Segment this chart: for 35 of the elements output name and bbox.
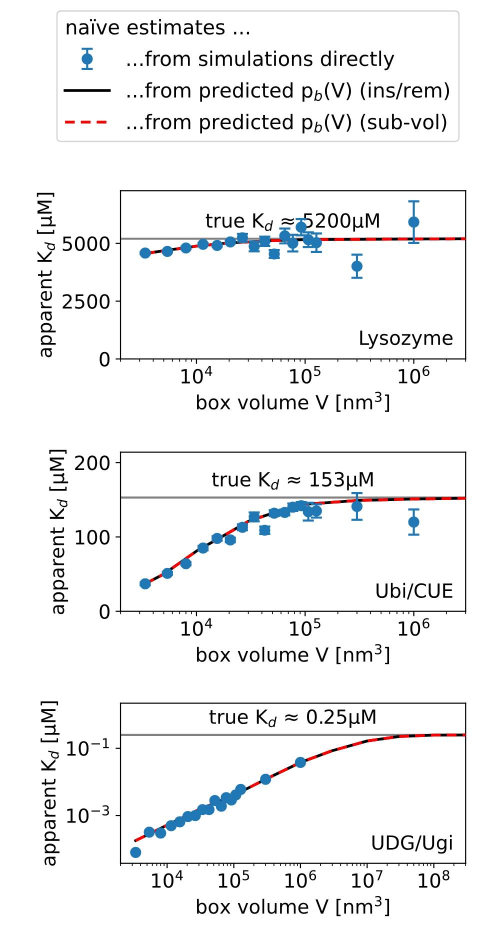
x-tick-label: 10$^{4}$: [181, 366, 212, 384]
x-tick-label: 10$^{4}$: [152, 870, 183, 888]
ref-line-label: true K$_{d}$ ≈ 0.25μM: [209, 709, 376, 728]
x-tick-label: 10$^{5}$: [290, 618, 320, 636]
x-tick-label: 10$^{6}$: [285, 870, 316, 888]
y-tick-label: 5000: [62, 236, 110, 252]
ref-line-label: true K$_{d}$ ≈ 5200μM: [206, 213, 379, 232]
y-tick-label: 2500: [62, 294, 110, 309]
x-tick-label: 10$^{6}$: [398, 366, 430, 384]
y-axis-title: apparent K$_{d}$ [μM]: [40, 701, 60, 866]
legend-label: ...from predicted p$_{b}$(V) (sub-vol): [128, 114, 446, 134]
x-tick-label: 10$^{8}$: [418, 870, 450, 888]
legend-label: ...from simulations directly: [128, 50, 394, 70]
annotation: UDG/Ugi: [372, 834, 452, 854]
y-tick-label: 0: [100, 604, 110, 619]
x-tick-label: 10$^{4}$: [181, 618, 212, 636]
y-tick-label: 200: [75, 456, 110, 470]
x-tick-label: 10$^{7}$: [352, 870, 382, 888]
x-axis-title: box volume V [nm$^{3}$]: [197, 392, 390, 412]
annotation: Ubi/CUE: [376, 582, 452, 600]
y-tick-label: 10$^{−1}$: [67, 738, 109, 756]
y-tick-label: 10$^{−3}$: [67, 805, 109, 824]
y-axis-title: apparent K$_{d}$ [μM]: [49, 450, 68, 614]
y-axis-title: apparent K$_{d}$ [μM]: [36, 192, 56, 358]
x-tick-label: 10$^{5}$: [218, 870, 250, 888]
y-tick-label: 100: [76, 530, 110, 545]
x-axis-title: box volume V [nm$^{3}$]: [197, 644, 390, 664]
legend-title: naïve estimates ...: [66, 19, 249, 35]
x-axis-title: box volume V [nm$^{3}$]: [197, 896, 390, 916]
y-tick-label: 0: [100, 352, 110, 367]
annotation: Lysozyme: [360, 330, 453, 349]
ref-line-label: true K$_{d}$ ≈ 153μM: [212, 472, 373, 490]
x-tick-label: 10$^{5}$: [290, 366, 320, 384]
legend-label: ...from predicted p$_{b}$(V) (ins/rem): [128, 82, 450, 102]
x-tick-label: 10$^{6}$: [398, 618, 430, 636]
